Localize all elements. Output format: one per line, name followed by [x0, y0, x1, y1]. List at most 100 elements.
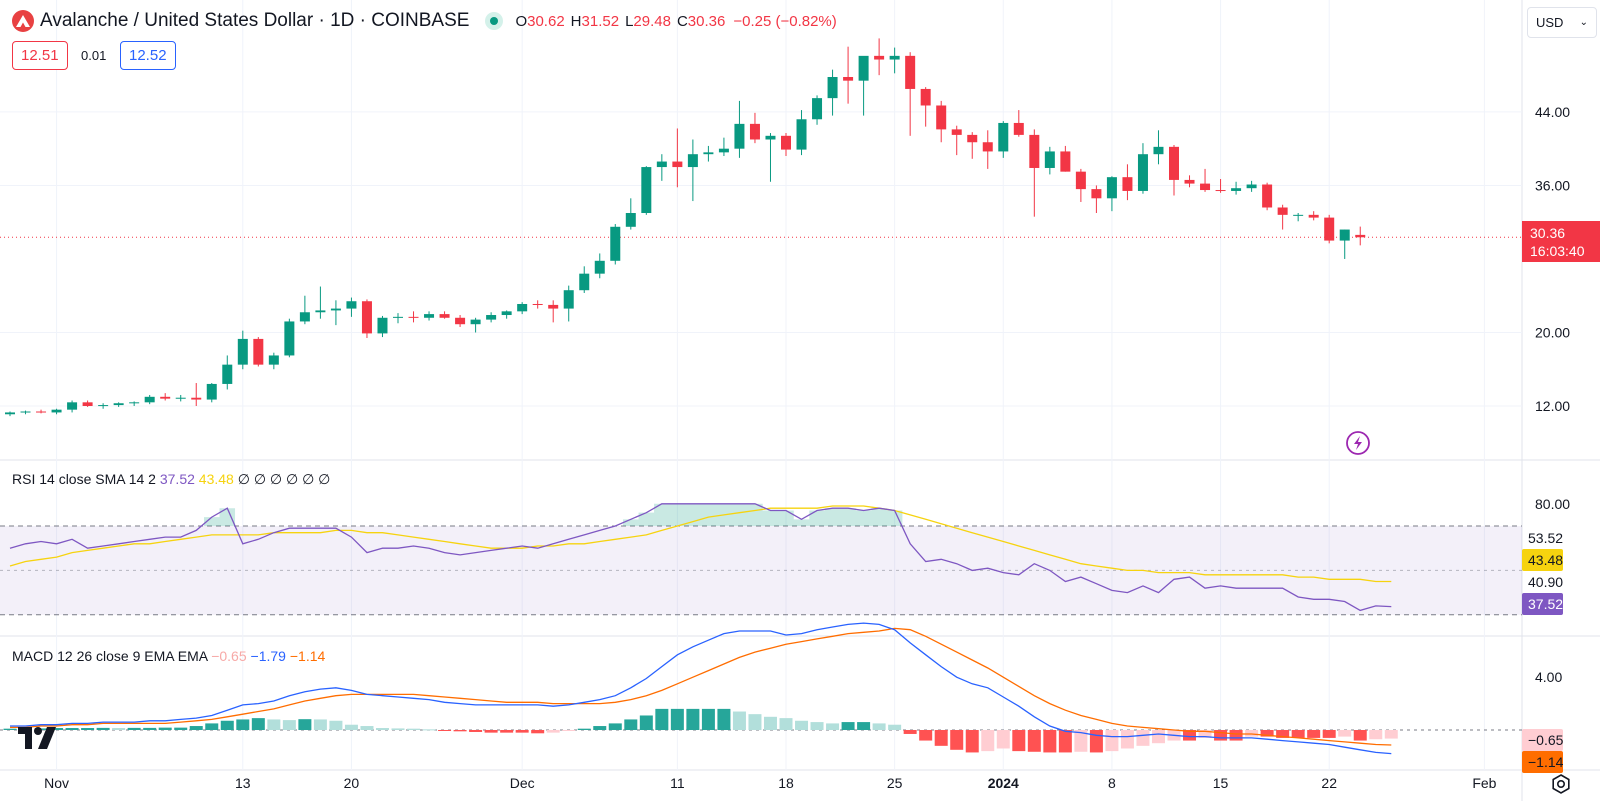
macd-histogram-bar	[717, 708, 731, 730]
candle-body	[594, 260, 605, 274]
candle-body	[113, 403, 124, 406]
rsi-legend-value: 37.52	[159, 471, 195, 487]
candle-body	[548, 304, 559, 309]
macd-histogram-bar	[996, 730, 1010, 749]
rsi-legend-title: RSI 14 close SMA 14 2	[12, 471, 156, 487]
macd-histogram-bar	[360, 726, 374, 730]
currency-select[interactable]: USD ⌄	[1527, 7, 1597, 38]
macd-histogram-bar	[950, 730, 964, 750]
macd-histogram-bar	[329, 720, 343, 730]
macd-histogram-bar	[1322, 730, 1336, 738]
macd-histogram-bar	[1353, 730, 1367, 741]
macd-histogram-bar	[857, 722, 871, 730]
candle-body	[982, 142, 993, 152]
candle-body	[129, 402, 140, 404]
macd-histogram-bar	[1136, 730, 1150, 746]
macd-histogram-bar	[1307, 730, 1321, 738]
candle-body	[299, 312, 310, 322]
candle-body	[563, 290, 574, 309]
candle-body	[1075, 171, 1086, 190]
candle-body	[1060, 151, 1071, 172]
macd-histogram-bar	[50, 728, 64, 730]
candle-body	[268, 355, 279, 365]
macd-signal-tag: −1.14	[1522, 751, 1564, 773]
macd-histogram-bar	[965, 730, 979, 753]
candle-body	[191, 397, 202, 400]
spread-value: 0.01	[81, 48, 107, 63]
macd-histogram-bar	[469, 730, 483, 732]
macd-histogram-bar	[127, 727, 141, 730]
macd-signal-line	[10, 627, 1392, 746]
x-tick-label: 25	[887, 775, 903, 791]
live-status-icon	[485, 12, 504, 30]
x-tick-label: 22	[1321, 775, 1337, 791]
candle-body	[532, 303, 543, 305]
macd-histogram-bar	[934, 730, 948, 746]
macd-histogram-bar	[205, 723, 219, 730]
macd-histogram-bar	[826, 723, 840, 730]
symbol-title[interactable]: Avalanche / United States Dollar · 1D · …	[40, 10, 470, 31]
candle-body	[625, 213, 636, 227]
macd-histogram-bar	[608, 723, 622, 730]
macd-histogram-bar	[1214, 730, 1228, 741]
symbol-legend[interactable]: Avalanche / United States Dollar · 1D · …	[12, 9, 837, 33]
macd-legend[interactable]: MACD 12 26 close 9 EMA EMA −0.65 −1.79 −…	[12, 648, 325, 664]
candle-body	[486, 315, 497, 320]
x-tick-label: Feb	[1472, 775, 1496, 791]
macd-histogram-bar	[438, 730, 452, 731]
candle-body	[936, 105, 947, 130]
macd-histogram-bar	[422, 729, 436, 731]
macd-histogram-bar	[624, 719, 638, 730]
macd-histogram-bar	[732, 711, 746, 730]
candle-body	[734, 123, 745, 149]
y-tick-label: 80.00	[1535, 496, 1570, 512]
candle-body	[175, 397, 186, 399]
rsi-legend[interactable]: RSI 14 close SMA 14 2 37.52 43.48 ∅ ∅ ∅ …	[12, 471, 330, 488]
rsi-legend-empty-values: ∅ ∅ ∅ ∅ ∅ ∅	[237, 471, 331, 487]
settings-icon[interactable]	[1550, 773, 1572, 795]
ohlc-open: O30.62	[515, 12, 565, 30]
x-tick-label: Nov	[44, 775, 69, 791]
y-tick-label: 36.00	[1535, 177, 1570, 193]
macd-histogram-bar	[1074, 730, 1088, 752]
buy-price-button[interactable]: 12.52	[120, 41, 176, 70]
macd-hist-tag: −0.65	[1522, 729, 1564, 751]
candle-body	[781, 135, 791, 150]
tradingview-logo-icon[interactable]	[18, 727, 56, 749]
rsi-sma-line	[9, 505, 1392, 583]
macd-histogram-bar	[96, 727, 110, 730]
candle-body	[1324, 217, 1335, 241]
macd-histogram-bar	[531, 730, 545, 734]
macd-histogram-bar	[236, 719, 250, 730]
candle-body	[1184, 179, 1195, 184]
macd-legend-signal: −1.14	[289, 648, 326, 664]
macd-histogram-bar	[1012, 730, 1026, 752]
macd-histogram-bar	[143, 727, 157, 730]
candle-body	[377, 317, 388, 334]
macd-legend-title: MACD 12 26 close 9 EMA EMA	[12, 648, 208, 664]
candle-body	[253, 338, 264, 365]
macd-histogram-bar	[1369, 730, 1383, 740]
candle-body	[1029, 134, 1040, 168]
candle-body	[67, 402, 78, 410]
bar-countdown: 16:03:40	[1530, 243, 1585, 259]
macd-histogram-bar	[220, 720, 234, 730]
sell-price-button[interactable]: 12.51	[12, 41, 68, 70]
macd-histogram-bar	[670, 708, 684, 730]
y-tick-label: 4.00	[1535, 669, 1562, 685]
candle-body	[222, 364, 233, 384]
macd-histogram-bar	[407, 728, 421, 730]
macd-histogram-bar	[593, 726, 607, 730]
x-tick-label: Dec	[510, 775, 535, 791]
macd-histogram-bar	[282, 720, 296, 730]
candle-body	[361, 301, 372, 334]
macd-histogram-bar	[1245, 730, 1259, 737]
rsi-lower-band-label: 40.90	[1528, 574, 1564, 590]
candle-body	[1169, 146, 1179, 180]
candle-body	[1215, 190, 1226, 192]
candle-body	[812, 98, 823, 120]
x-tick-label: 8	[1108, 775, 1116, 791]
macd-legend-hist: −0.65	[211, 648, 247, 664]
rsi-overbought-fill	[204, 503, 903, 526]
